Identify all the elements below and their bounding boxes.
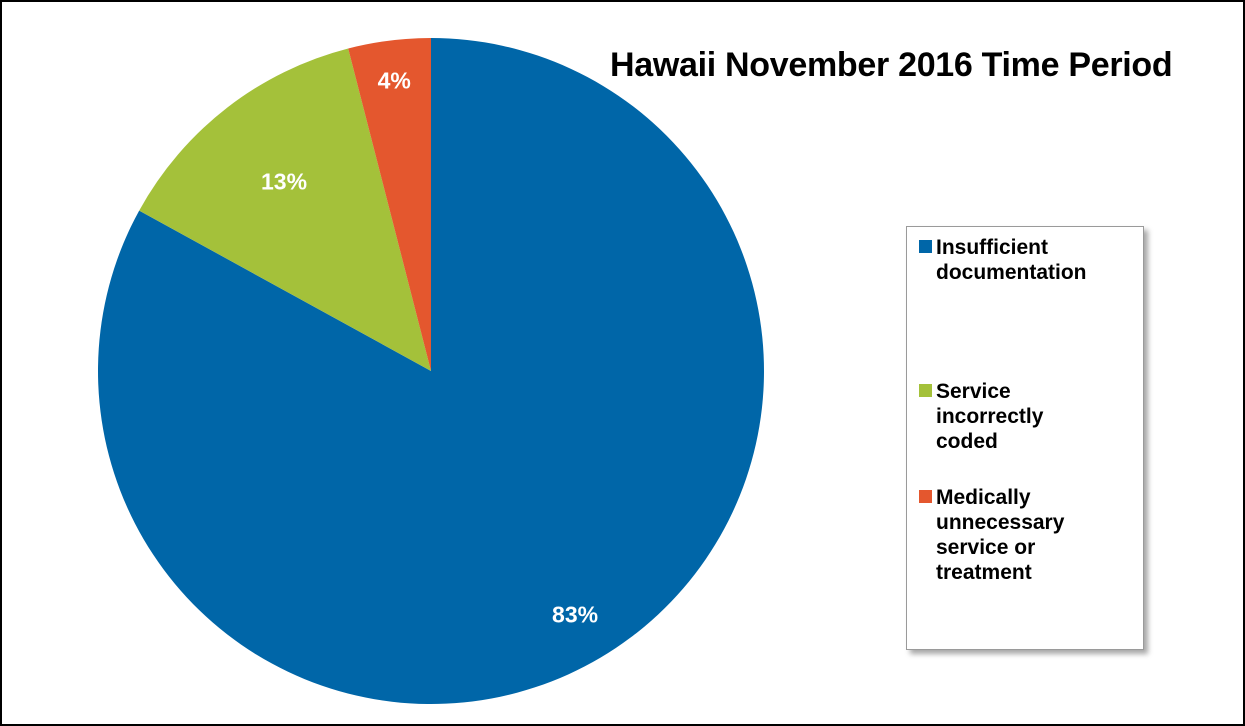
legend-label-line: coded [936,430,998,453]
legend-label-line: incorrectly [936,405,1044,428]
legend-label-line: Medically [936,486,1031,509]
data-label-medically-unnecessary: 4% [378,67,411,93]
pie-slice-insufficient-documentation [98,38,765,704]
legend-label-line: Service [936,380,1011,403]
legend-label-line: service or [936,536,1036,559]
legend-swatch-service-incorrectly-coded [919,384,932,397]
legend-label-line: unnecessary [936,511,1065,534]
legend-label-insufficient-documentation: Insufficient documentation [936,235,1106,285]
pie-slice-medically-unnecessary [348,38,431,371]
legend-item-insufficient-documentation: Insufficient documentation [919,235,1139,285]
legend-swatch-insufficient-documentation [919,240,932,253]
legend-swatch-medically-unnecessary [919,490,932,503]
data-label-service-incorrectly-coded: 13% [261,169,307,195]
chart-title: Hawaii November 2016 Time Period [610,46,1173,84]
legend-label-line: treatment [936,561,1032,584]
legend: Insufficient documentation Service incorre… [906,226,1144,650]
legend-label-medically-unnecessary: Medically unnecessary service or treatment [936,485,1106,585]
legend-item-medically-unnecessary: Medically unnecessary service or treatment [919,485,1139,585]
data-label-insufficient-documentation: 83% [552,602,598,628]
legend-label-service-incorrectly-coded: Service incorrectly coded [936,379,1106,454]
pie-slice-service-incorrectly-coded [139,48,431,372]
legend-item-service-incorrectly-coded: Service incorrectly coded [919,379,1139,454]
legend-label-line: Insufficient [936,236,1049,259]
legend-label-line: documentation [936,261,1087,284]
